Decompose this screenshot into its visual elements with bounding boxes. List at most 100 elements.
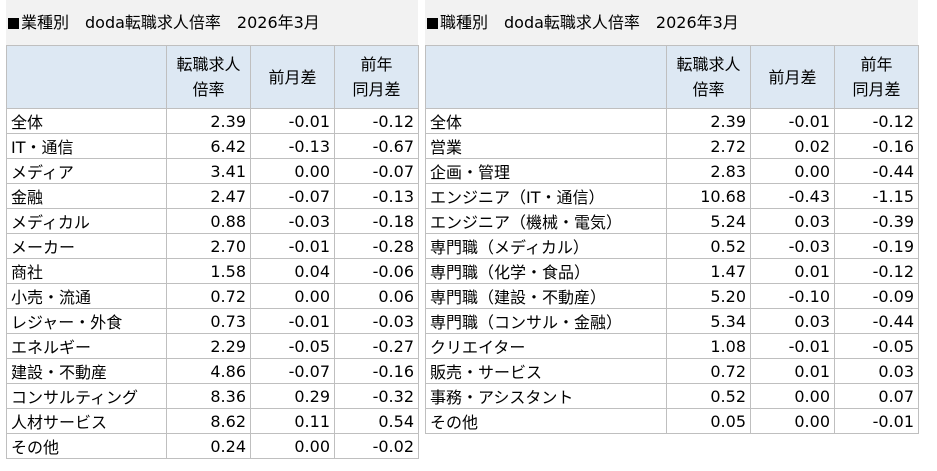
header-yoy: 前年 同月差: [834, 45, 919, 109]
mom-cell: -0.01: [750, 333, 835, 359]
row-label: コンサルティング: [6, 383, 167, 409]
ratio-cell: 0.24: [166, 433, 251, 459]
yoy-cell: -0.18: [334, 208, 419, 234]
yoy-cell: -0.06: [334, 258, 419, 284]
ratio-cell: 2.39: [666, 108, 751, 134]
row-label: 企画・管理: [425, 158, 667, 184]
mom-cell: -0.10: [750, 283, 835, 309]
mom-cell: -0.01: [250, 108, 335, 134]
row-label: 専門職（メディカル）: [425, 233, 667, 259]
row-label: 小売・流通: [6, 283, 167, 309]
row-label: レジャー・外食: [6, 308, 167, 334]
row-label: 全体: [425, 108, 667, 134]
yoy-cell: -0.05: [834, 333, 919, 359]
row-label: その他: [425, 408, 667, 434]
table-row: 全体 2.39 -0.01 -0.12: [6, 108, 419, 134]
yoy-cell: -0.67: [334, 133, 419, 159]
ratio-cell: 2.47: [166, 183, 251, 209]
header-ratio: 転職求人 倍率: [166, 45, 251, 109]
row-label: メディア: [6, 158, 167, 184]
yoy-cell: -0.28: [334, 233, 419, 259]
ratio-cell: 2.39: [166, 108, 251, 134]
mom-cell: 0.11: [250, 408, 335, 434]
mom-cell: 0.02: [750, 133, 835, 159]
header-category: [6, 45, 167, 109]
table-row: 金融 2.47 -0.07 -0.13: [6, 183, 419, 209]
mom-cell: 0.00: [250, 158, 335, 184]
mom-cell: 0.04: [250, 258, 335, 284]
table-row: エネルギー 2.29 -0.05 -0.27: [6, 333, 419, 359]
ratio-cell: 2.29: [166, 333, 251, 359]
industry-panel: 業種別 doda転職求人倍率 2026年3月 転職求人 倍率 前月差 前年 同月差 …: [6, 0, 419, 459]
row-label: 金融: [6, 183, 167, 209]
ratio-cell: 8.62: [166, 408, 251, 434]
yoy-cell: -0.16: [834, 133, 919, 159]
yoy-cell: -1.15: [834, 183, 919, 209]
ratio-cell: 8.36: [166, 383, 251, 409]
ratio-cell: 0.52: [666, 383, 751, 409]
yoy-cell: -0.27: [334, 333, 419, 359]
row-label: 専門職（建設・不動産）: [425, 283, 667, 309]
row-label: 専門職（化学・食品）: [425, 258, 667, 284]
ratio-cell: 2.70: [166, 233, 251, 259]
row-label: エンジニア（機械・電気）: [425, 208, 667, 234]
row-label: 営業: [425, 133, 667, 159]
table-row: 事務・アシスタント 0.52 0.00 0.07: [425, 383, 919, 409]
header-yoy: 前年 同月差: [334, 45, 419, 109]
mom-cell: -0.43: [750, 183, 835, 209]
mom-cell: 0.00: [250, 283, 335, 309]
ratio-cell: 5.20: [666, 283, 751, 309]
ratio-cell: 6.42: [166, 133, 251, 159]
mom-cell: -0.03: [750, 233, 835, 259]
mom-cell: -0.13: [250, 133, 335, 159]
ratio-cell: 0.73: [166, 308, 251, 334]
mom-cell: 0.00: [250, 433, 335, 459]
ratio-cell: 4.86: [166, 358, 251, 384]
ratio-cell: 0.72: [166, 283, 251, 309]
black-square-icon: [8, 18, 19, 29]
ratio-cell: 5.34: [666, 308, 751, 334]
yoy-cell: 0.06: [334, 283, 419, 309]
yoy-cell: -0.19: [834, 233, 919, 259]
yoy-cell: 0.54: [334, 408, 419, 434]
row-label: その他: [6, 433, 167, 459]
yoy-cell: -0.09: [834, 283, 919, 309]
yoy-cell: -0.13: [334, 183, 419, 209]
yoy-cell: -0.44: [834, 158, 919, 184]
ratio-cell: 0.05: [666, 408, 751, 434]
mom-cell: -0.03: [250, 208, 335, 234]
header-row: 転職求人 倍率 前月差 前年 同月差: [425, 45, 919, 109]
table-row: 人材サービス 8.62 0.11 0.54: [6, 408, 419, 434]
mom-cell: -0.01: [250, 233, 335, 259]
header-row: 転職求人 倍率 前月差 前年 同月差: [6, 45, 419, 109]
table-row: 建設・不動産 4.86 -0.07 -0.16: [6, 358, 419, 384]
ratio-cell: 3.41: [166, 158, 251, 184]
yoy-cell: -0.03: [334, 308, 419, 334]
row-label: 事務・アシスタント: [425, 383, 667, 409]
yoy-cell: -0.02: [334, 433, 419, 459]
table-row: 商社 1.58 0.04 -0.06: [6, 258, 419, 284]
yoy-cell: -0.44: [834, 308, 919, 334]
occupation-title-text: 職種別 doda転職求人倍率 2026年3月: [440, 13, 739, 32]
header-mom: 前月差: [250, 45, 335, 109]
occupation-table: 転職求人 倍率 前月差 前年 同月差 全体 2.39 -0.01 -0.12 営業 2.72 0…: [425, 45, 919, 434]
table-row: レジャー・外食 0.73 -0.01 -0.03: [6, 308, 419, 334]
table-row: その他 0.24 0.00 -0.02: [6, 433, 419, 459]
row-label: 建設・不動産: [6, 358, 167, 384]
yoy-cell: -0.12: [334, 108, 419, 134]
yoy-cell: -0.12: [834, 258, 919, 284]
yoy-cell: -0.07: [334, 158, 419, 184]
yoy-cell: -0.01: [834, 408, 919, 434]
table-row: メディア 3.41 0.00 -0.07: [6, 158, 419, 184]
table-row: クリエイター 1.08 -0.01 -0.05: [425, 333, 919, 359]
ratio-cell: 0.72: [666, 358, 751, 384]
ratio-cell: 0.52: [666, 233, 751, 259]
row-label: 商社: [6, 258, 167, 284]
row-label: エネルギー: [6, 333, 167, 359]
occupation-table-title: 職種別 doda転職求人倍率 2026年3月: [425, 0, 918, 45]
header-ratio: 転職求人 倍率: [666, 45, 751, 109]
mom-cell: -0.01: [250, 308, 335, 334]
table-row: エンジニア（機械・電気） 5.24 0.03 -0.39: [425, 208, 919, 234]
yoy-cell: 0.03: [834, 358, 919, 384]
ratio-cell: 2.72: [666, 133, 751, 159]
